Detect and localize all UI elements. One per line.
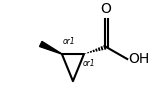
Text: O: O [101,2,112,16]
Polygon shape [39,41,62,54]
Text: or1: or1 [83,59,96,68]
Text: OH: OH [128,52,150,66]
Text: or1: or1 [63,37,75,46]
